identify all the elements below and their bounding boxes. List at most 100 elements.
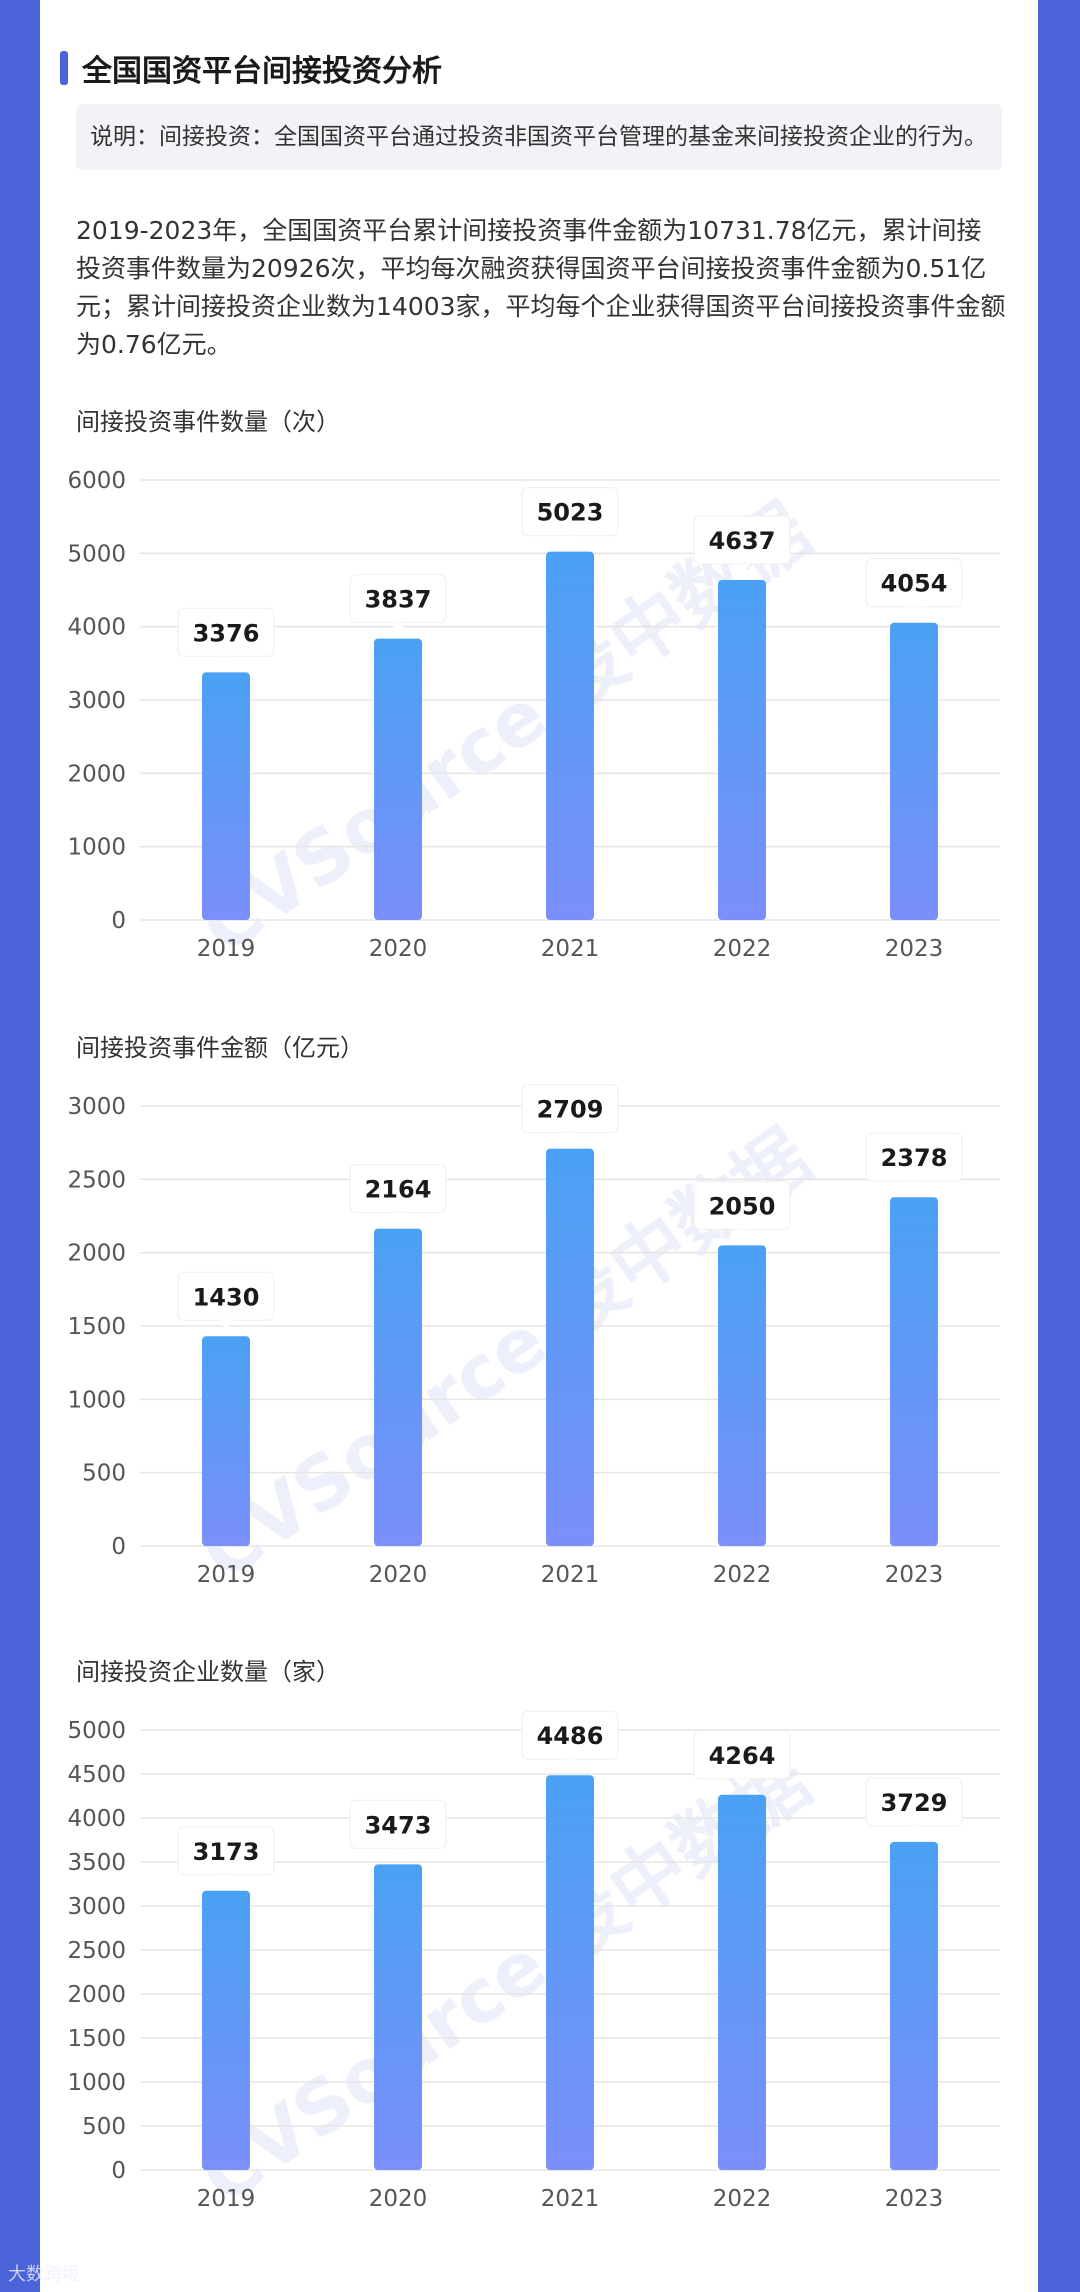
page-title: 全国国资平台间接投资分析 [82,54,442,89]
data-label: 5023 [537,499,604,527]
bar-chart-companies-count: CVSource 投中数据050010001500200025003000350… [67,1710,1000,2220]
data-label-box [177,1271,275,1321]
data-label-pointer [562,1132,578,1142]
y-tick-label: 2000 [67,1982,126,2008]
x-tick-label: 2021 [541,936,600,962]
data-label-pointer [906,606,922,616]
data-label: 4054 [881,570,948,598]
chart-title-events-count: 间接投资事件数量（次） [76,408,340,436]
data-label: 3173 [193,1838,260,1866]
bar [718,579,766,920]
y-tick-label: 2000 [67,1241,126,1267]
data-label: 2050 [709,1192,776,1220]
data-label: 2709 [537,1096,604,1124]
data-label: 3473 [365,1811,432,1839]
x-tick-label: 2023 [885,1562,944,1588]
chart-title-events-amount: 间接投资事件金额（亿元） [76,1034,364,1062]
y-tick-label: 500 [82,2114,126,2140]
x-tick-label: 2021 [541,1562,600,1588]
y-tick-label: 1500 [67,1314,126,1340]
bar [374,638,422,920]
data-label-pointer [734,1778,750,1788]
bar [546,1148,594,1546]
data-label-pointer [562,535,578,545]
y-tick-label: 4000 [67,615,126,641]
y-tick-label: 3000 [67,1894,126,1920]
x-tick-label: 2020 [369,1562,428,1588]
bar [202,1336,250,1546]
bar [546,551,594,920]
data-label: 1430 [193,1283,260,1311]
data-label: 2378 [881,1144,948,1172]
bar [374,1864,422,2170]
data-label: 4486 [537,1722,604,1750]
y-tick-label: 4000 [67,1806,126,1832]
bar [718,1245,766,1546]
y-tick-label: 1500 [67,2026,126,2052]
data-label: 3837 [365,586,432,614]
data-label: 3376 [193,619,260,647]
data-label-box [693,1730,791,1780]
x-tick-label: 2019 [197,2186,256,2212]
data-label: 3729 [881,1789,948,1817]
y-tick-label: 1000 [67,835,126,861]
bar [890,1197,938,1546]
bar [890,1841,938,2170]
bar [718,1794,766,2170]
data-label-pointer [390,1212,406,1222]
data-label-pointer [734,563,750,573]
y-tick-label: 0 [111,1534,126,1560]
data-label: 4264 [709,1742,776,1770]
y-tick-label: 5000 [67,541,126,567]
data-label-pointer [390,1848,406,1858]
data-label-box [349,1799,447,1849]
data-label-pointer [906,1825,922,1835]
y-tick-label: 3000 [67,1094,126,1120]
data-label-pointer [390,622,406,632]
x-tick-label: 2023 [885,2186,944,2212]
data-label-pointer [562,1759,578,1769]
x-tick-label: 2022 [713,2186,772,2212]
x-tick-label: 2021 [541,2186,600,2212]
x-tick-label: 2020 [369,2186,428,2212]
data-label-pointer [734,1229,750,1239]
x-tick-label: 2020 [369,936,428,962]
bar [202,672,250,920]
y-tick-label: 5000 [67,1718,126,1744]
x-tick-label: 2022 [713,936,772,962]
y-tick-label: 1000 [67,1387,126,1413]
data-label: 4637 [709,527,776,555]
note-box: 说明：间接投资：全国国资平台通过投资非国资平台管理的基金来间接投资企业的行为。 [76,104,1002,170]
y-tick-label: 2500 [67,1167,126,1193]
title-accent-bar [60,51,68,85]
summary-paragraph: 2019-2023年，全国国资平台累计间接投资事件金额为10731.78亿元，累… [76,216,1006,359]
bar [374,1228,422,1546]
report-card: 全国国资平台间接投资分析 说明：间接投资：全国国资平台通过投资非国资平台管理的基… [40,0,1038,2292]
y-tick-label: 2500 [67,1938,126,1964]
data-label-pointer [218,1874,234,1884]
section-header: 全国国资平台间接投资分析 [60,46,442,90]
y-tick-label: 500 [82,1461,126,1487]
x-tick-label: 2022 [713,1562,772,1588]
y-tick-label: 0 [111,908,126,934]
y-tick-label: 1000 [67,2070,126,2096]
y-tick-label: 4500 [67,1762,126,1788]
y-tick-label: 6000 [67,468,126,494]
data-label-box [349,1164,447,1214]
data-label-box [693,515,791,565]
y-tick-label: 0 [111,2158,126,2184]
bar [202,1890,250,2170]
footer-logo: 大数跨境 [8,2264,80,2285]
chart-title-companies-count: 间接投资企业数量（家） [76,1658,340,1686]
data-label: 2164 [365,1176,432,1204]
x-tick-label: 2019 [197,936,256,962]
y-tick-label: 3000 [67,688,126,714]
data-label-box [177,607,275,657]
bar [890,622,938,920]
data-label-pointer [218,1320,234,1330]
bar-chart-events-amount: CVSource 投中数据050010001500200025003000143… [67,1084,1000,1596]
y-tick-label: 3500 [67,1850,126,1876]
bar [546,1775,594,2170]
bar-chart-events-count: CVSource 投中数据010002000300040005000600033… [67,468,1000,970]
x-tick-label: 2023 [885,936,944,962]
